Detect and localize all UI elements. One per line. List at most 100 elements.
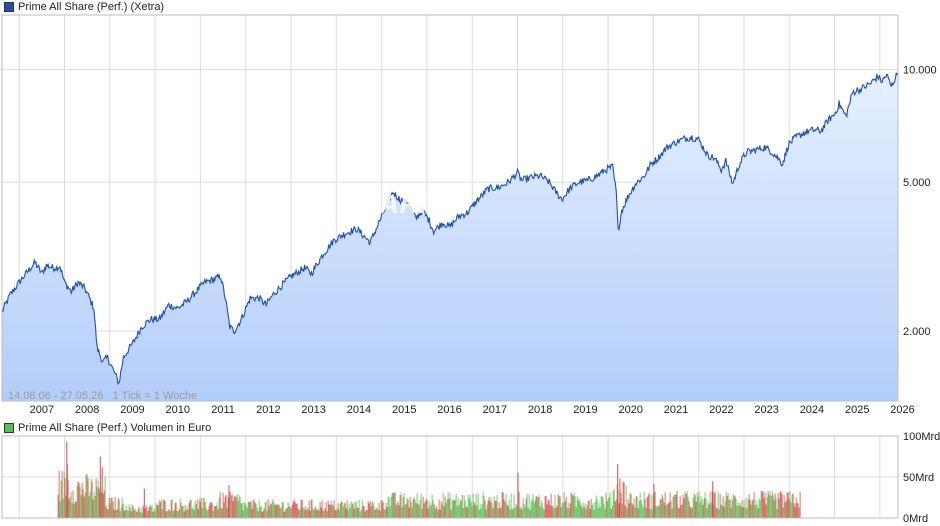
price-area: [2, 72, 898, 402]
volume-bar: [736, 505, 738, 518]
volume-bar: [688, 501, 690, 518]
volume-bar: [756, 504, 758, 518]
volume-bar: [70, 492, 72, 518]
volume-bar: [460, 500, 462, 518]
volume-bar: [649, 508, 651, 518]
volume-bar: [461, 495, 463, 518]
volume-bar: [209, 502, 211, 518]
volume-bar: [572, 495, 574, 518]
volume-bar: [146, 507, 148, 518]
volume-bar: [490, 497, 492, 518]
volume-bar: [709, 491, 711, 518]
volume-bar: [192, 507, 194, 518]
volume-bar: [327, 500, 329, 518]
volume-bar: [488, 496, 490, 518]
volume-bar: [623, 482, 625, 518]
volume-bar: [706, 508, 708, 518]
volume-bar: [570, 492, 572, 518]
volume-bar: [164, 500, 166, 518]
volume-bar: [581, 507, 583, 518]
volume-bar: [270, 504, 272, 518]
volume-bar: [739, 503, 741, 518]
volume-bar: [464, 500, 466, 518]
volume-bar: [390, 496, 392, 518]
volume-bar: [522, 498, 524, 518]
volume-bar: [250, 501, 252, 518]
volume-bar: [217, 509, 219, 518]
volume-bar: [720, 504, 722, 518]
volume-legend: Prime All Share (Perf.) Volumen in Euro: [4, 421, 211, 435]
volume-bar: [130, 511, 132, 518]
volume-bar: [473, 502, 475, 518]
volume-bar: [315, 507, 317, 518]
volume-bar: [740, 506, 742, 518]
volume-bar: [566, 507, 568, 518]
volume-bar: [349, 507, 351, 518]
volume-bar: [206, 510, 208, 518]
volume-bar: [536, 496, 538, 518]
volume-bar: [579, 502, 581, 518]
volume-bar: [300, 499, 302, 518]
volume-bar: [179, 498, 181, 518]
volume-bar: [166, 511, 168, 518]
volume-bar: [144, 508, 146, 518]
volume-bar: [281, 501, 283, 518]
volume-bar: [779, 491, 781, 518]
volume-bar: [132, 506, 134, 518]
volume-bar: [625, 485, 627, 518]
watermark: ARIVA: [379, 189, 464, 219]
price-x-tick-label: 2009: [120, 404, 144, 416]
volume-bar: [266, 510, 268, 518]
volume-bar: [294, 502, 296, 518]
volume-bar: [358, 499, 360, 518]
volume-bar: [364, 511, 366, 518]
volume-bar: [268, 506, 270, 518]
volume-bar: [222, 492, 224, 518]
volume-bar: [112, 501, 114, 518]
volume-y-tick-label: 0Mrd: [903, 513, 928, 525]
volume-bar: [523, 503, 525, 518]
volume-bar: [124, 510, 126, 518]
volume-bar: [81, 482, 83, 518]
volume-bar: [741, 500, 743, 518]
volume-bar: [278, 504, 280, 518]
volume-bar: [359, 511, 361, 518]
volume-bar: [285, 508, 287, 518]
volume-bar: [368, 503, 370, 518]
volume-bar: [538, 495, 540, 518]
volume-bar: [711, 491, 713, 518]
price-line: [1, 72, 899, 386]
price-legend: Prime All Share (Perf.) (Xetra): [4, 0, 164, 14]
volume-bar: [423, 503, 425, 518]
volume-bar: [733, 496, 735, 518]
volume-bar: [57, 494, 59, 518]
volume-bar: [64, 478, 66, 518]
volume-bar: [142, 505, 144, 518]
volume-bar: [492, 508, 494, 518]
volume-bar: [203, 498, 205, 518]
volume-bar: [455, 493, 457, 518]
volume-bar: [541, 503, 543, 518]
volume-bar: [781, 494, 783, 518]
volume-bar: [199, 501, 201, 518]
volume-bar: [591, 505, 593, 518]
volume-bar: [505, 493, 507, 518]
volume-bar: [80, 495, 82, 518]
volume-bar: [333, 499, 335, 518]
price-x-tick-label: 2014: [347, 404, 371, 416]
volume-bar: [760, 491, 762, 518]
volume-bar: [417, 503, 419, 518]
volume-bar: [318, 510, 320, 518]
volume-bar: [432, 499, 434, 518]
volume-bar: [135, 510, 137, 518]
volume-bar: [468, 498, 470, 518]
volume-bar: [277, 504, 279, 518]
volume-bar: [287, 502, 289, 518]
volume-bar: [295, 503, 297, 518]
volume-bar: [426, 500, 428, 518]
volume-bar: [403, 492, 405, 518]
volume-bar: [603, 504, 605, 518]
volume-bar: [654, 491, 656, 518]
volume-bar: [254, 502, 256, 518]
volume-bar: [599, 507, 601, 518]
